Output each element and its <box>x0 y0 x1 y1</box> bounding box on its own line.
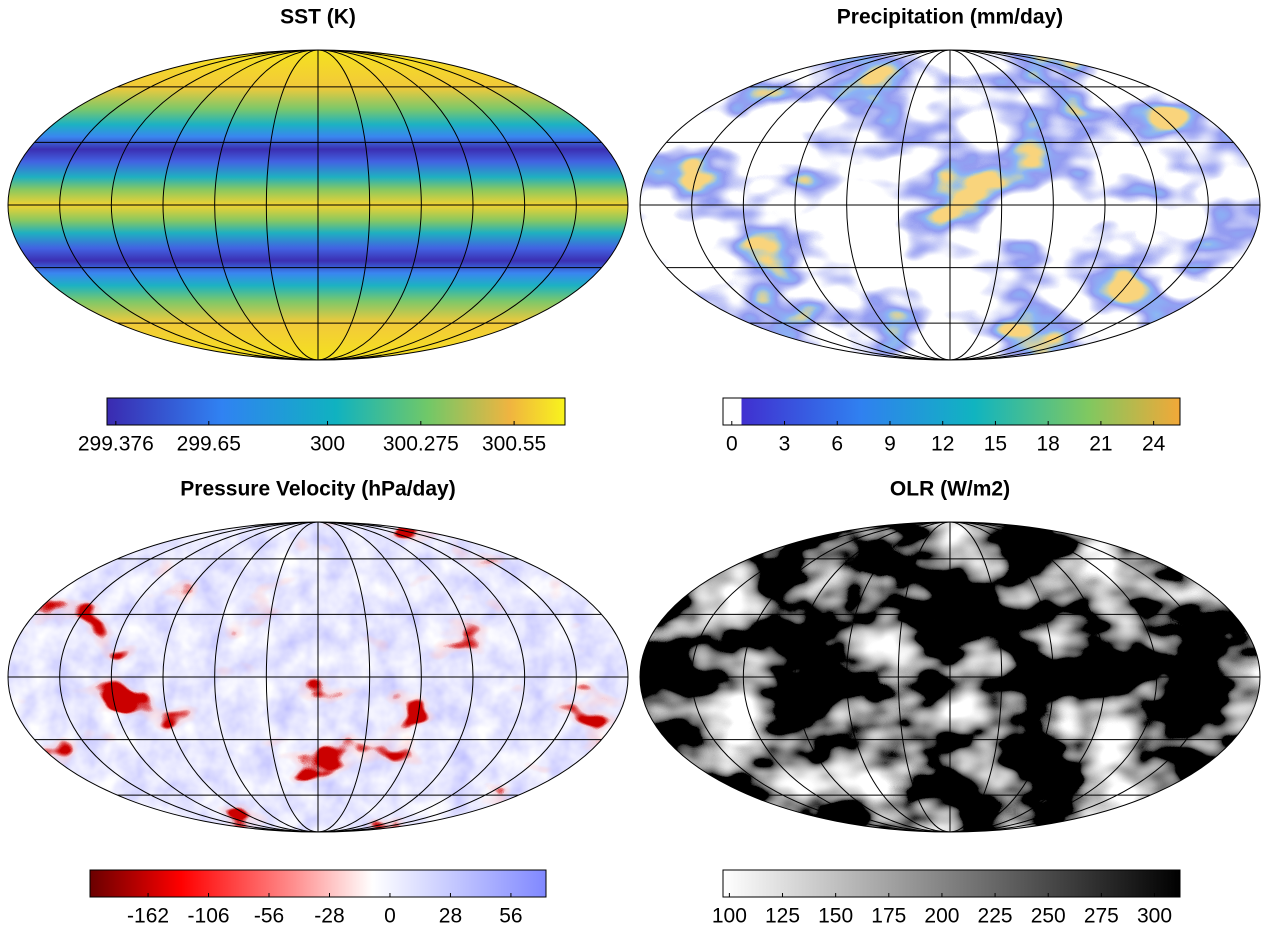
colorbar-tick-label: 200 <box>924 905 959 928</box>
colorbar-tick-label: 300 <box>1137 905 1172 928</box>
colorbar-tick-label: 12 <box>931 433 954 456</box>
colorbar-tick-label: 9 <box>884 433 896 456</box>
colorbar-tick-label: 150 <box>818 905 853 928</box>
colorbar-tick-label: 18 <box>1036 433 1059 456</box>
panel-title: OLR (W/m2) <box>890 478 1010 501</box>
colorbar-tick-label: 225 <box>978 905 1013 928</box>
panel-title: Precipitation (mm/day) <box>837 6 1063 29</box>
colorbar-tick-label: 300 <box>310 433 345 456</box>
map-field <box>640 522 1260 832</box>
map-panel: Precipitation (mm/day) 0 3 6 9 12 15 18 21 24 <box>639 6 1261 456</box>
colorbar-tick-label: 15 <box>984 433 1007 456</box>
map-outline <box>639 49 1261 361</box>
map-outline <box>639 521 1261 833</box>
colorbar-tick-label: 0 <box>384 905 396 928</box>
map-field <box>8 50 628 360</box>
colorbar-tick-label: 28 <box>439 905 462 928</box>
colorbar-tick-label: -106 <box>188 905 230 928</box>
colorbar <box>89 869 547 898</box>
colorbar-tick-label: 21 <box>1089 433 1112 456</box>
map-panel: Pressure Velocity (hPa/day) -162 -106 -56 -2… <box>7 478 629 928</box>
panel-title: SST (K) <box>280 6 356 29</box>
map-panel: OLR (W/m2) 100 125 150 175 200 225 250 275 300 <box>639 478 1261 928</box>
colorbar-tick-label: -162 <box>127 905 169 928</box>
colorbar-tick-label: 56 <box>499 905 522 928</box>
colorbar-tick-label: 125 <box>765 905 800 928</box>
colorbar-tick-label: -28 <box>314 905 344 928</box>
colorbar-tick-label: 299.376 <box>78 433 154 456</box>
colorbar <box>106 397 566 426</box>
map-field <box>640 50 1260 360</box>
colorbar-tick-label: 100 <box>712 905 747 928</box>
colorbar-tick-label: 6 <box>831 433 843 456</box>
colorbar-tick-label: 300.55 <box>482 433 546 456</box>
colorbar-tick-label: 250 <box>1031 905 1066 928</box>
map-outline <box>7 49 629 361</box>
colorbar-tick-label: 0 <box>726 433 738 456</box>
colorbar-tick-label: 275 <box>1084 905 1119 928</box>
map-field <box>8 522 628 832</box>
colorbar-tick-label: 175 <box>871 905 906 928</box>
map-panel: SST (K) 299.376 299.65 300 300.275 300.55 <box>7 6 629 456</box>
colorbar-tick-label: 299.65 <box>177 433 241 456</box>
colorbar-tick-label: 3 <box>779 433 791 456</box>
map-outline <box>7 521 629 833</box>
colorbar-tick-label: 24 <box>1142 433 1166 456</box>
panel-title: Pressure Velocity (hPa/day) <box>180 478 455 501</box>
colorbar <box>722 397 1181 426</box>
colorbar-tick-label: -56 <box>254 905 284 928</box>
colorbar-tick-label: 300.275 <box>383 433 459 456</box>
colorbar <box>722 869 1181 898</box>
